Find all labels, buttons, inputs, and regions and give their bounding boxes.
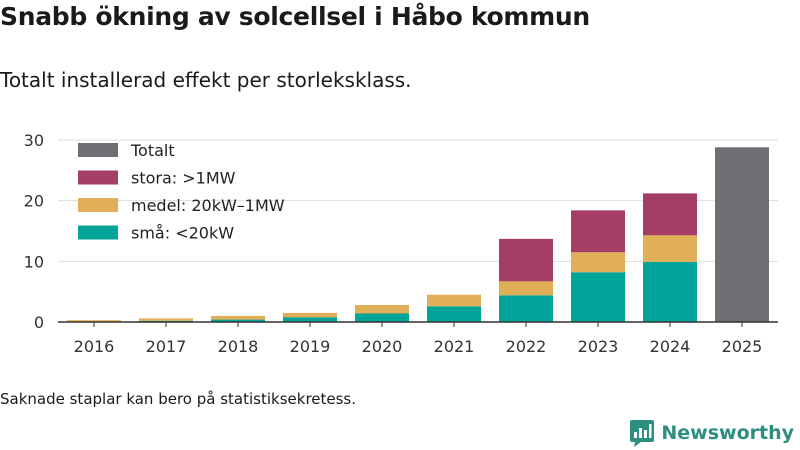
x-tick-label: 2020 bbox=[362, 337, 403, 356]
axes: 0 10 20 30 2016 2017 2018 2019 2020 2021 2022 2023 2… bbox=[24, 131, 778, 356]
legend-label-total: Totalt bbox=[130, 141, 175, 160]
bar-segment-sma-2021[interactable] bbox=[427, 306, 481, 322]
legend: Totalt stora: >1MW medel: 20kW–1MW små: <20… bbox=[78, 141, 285, 243]
x-tick-label: 2019 bbox=[290, 337, 331, 356]
bar-segment-medel-2019[interactable] bbox=[283, 312, 337, 318]
y-tick-label: 0 bbox=[34, 313, 44, 332]
y-tick-label: 30 bbox=[24, 131, 44, 150]
footnote: Saknade staplar kan bero på statistiksek… bbox=[0, 390, 357, 408]
legend-swatch-total bbox=[78, 143, 118, 157]
legend-swatch-stora bbox=[78, 170, 118, 185]
bar-segment-sma-2022[interactable] bbox=[499, 295, 553, 322]
bar-segment-medel-2016[interactable] bbox=[67, 320, 121, 322]
bar-segment-sma-2020[interactable] bbox=[355, 313, 409, 322]
y-tick-label: 20 bbox=[24, 192, 44, 211]
bar-segment-sma-2019[interactable] bbox=[283, 317, 337, 322]
bar-segment-stora-2024[interactable] bbox=[643, 193, 697, 236]
stacked-bar-chart: 0 10 20 30 2016 2017 2018 2019 2020 2021 2022 2023 2… bbox=[24, 131, 778, 356]
brand-name: Newsworthy bbox=[661, 422, 794, 444]
bar-segment-medel-2018[interactable] bbox=[211, 315, 265, 320]
legend-swatch-sma bbox=[78, 225, 118, 240]
x-tick-label: 2023 bbox=[578, 337, 619, 356]
bar-segment-medel-2020[interactable] bbox=[355, 305, 409, 314]
brand-logo[interactable]: Newsworthy bbox=[629, 419, 794, 447]
bar-segment-medel-2024[interactable] bbox=[643, 235, 697, 262]
x-tick-label: 2021 bbox=[434, 337, 475, 356]
x-tick-label: 2024 bbox=[650, 337, 691, 356]
x-tick-label: 2022 bbox=[506, 337, 547, 356]
legend-swatch-medel bbox=[78, 198, 118, 212]
bar-segment-medel-2017[interactable] bbox=[139, 318, 193, 321]
legend-label-stora: stora: >1MW bbox=[131, 169, 236, 188]
bar-segment-medel-2022[interactable] bbox=[499, 281, 553, 296]
bar-segment-sma-2024[interactable] bbox=[643, 261, 697, 322]
bar-segment-sma-2018[interactable] bbox=[211, 319, 265, 322]
x-tick-label: 2016 bbox=[74, 337, 115, 356]
legend-label-medel: medel: 20kW–1MW bbox=[131, 196, 285, 215]
bar-chart-icon bbox=[630, 420, 655, 447]
chart-subtitle: Totalt installerad effekt per storlekskl… bbox=[0, 68, 412, 92]
bar-segment-stora-2023[interactable] bbox=[571, 210, 625, 253]
chart-title: Snabb ökning av solcellsel i Håbo kommun bbox=[0, 2, 590, 31]
x-tick-label: 2025 bbox=[722, 337, 763, 356]
x-tick-label: 2017 bbox=[146, 337, 187, 356]
bar-segment-stora-2022[interactable] bbox=[499, 238, 553, 282]
y-tick-label: 10 bbox=[24, 252, 44, 271]
bar-segment-total-2025[interactable] bbox=[715, 147, 769, 322]
bar-segment-medel-2023[interactable] bbox=[571, 252, 625, 273]
legend-label-sma: små: <20kW bbox=[131, 224, 234, 243]
x-tick-label: 2018 bbox=[218, 337, 259, 356]
bar-segment-sma-2023[interactable] bbox=[571, 272, 625, 322]
bar-segment-medel-2021[interactable] bbox=[427, 294, 481, 307]
bars bbox=[67, 147, 769, 322]
